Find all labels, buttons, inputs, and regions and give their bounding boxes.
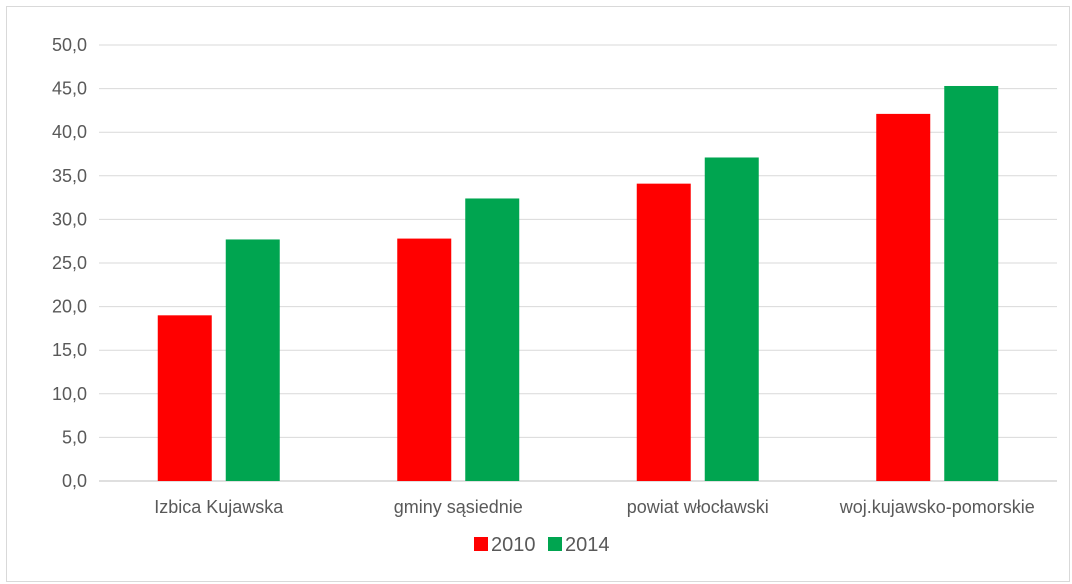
y-tick-label: 10,0 <box>52 384 87 404</box>
legend-swatch-2014 <box>548 537 562 551</box>
bar-2014 <box>704 157 759 481</box>
x-category-label: woj.kujawsko-pomorskie <box>839 497 1035 517</box>
y-tick-label: 40,0 <box>52 122 87 142</box>
bars <box>157 85 999 482</box>
legend-label-2014: 2014 <box>565 534 610 556</box>
legend: 2010 2014 <box>474 534 610 556</box>
x-category-label: gminy sąsiednie <box>394 497 523 517</box>
x-axis-labels: Izbica Kujawska gminy sąsiednie powiat wło… <box>154 497 1035 517</box>
y-tick-label: 35,0 <box>52 166 87 186</box>
chart-frame: 0,0 5,0 10,0 15,0 20,0 25,0 30,0 35,0 40,0 45,0 50… <box>6 6 1070 582</box>
y-tick-label: 5,0 <box>62 427 87 447</box>
bar-2010 <box>636 183 691 481</box>
bar-2014 <box>944 85 999 481</box>
y-tick-label: 25,0 <box>52 253 87 273</box>
y-tick-label: 45,0 <box>52 79 87 99</box>
y-tick-label: 0,0 <box>62 471 87 491</box>
x-category-label: powiat włocławski <box>627 497 769 517</box>
bar-2010 <box>876 113 931 481</box>
y-tick-label: 15,0 <box>52 340 87 360</box>
bar-chart: 0,0 5,0 10,0 15,0 20,0 25,0 30,0 35,0 40,0 45,0 50… <box>52 35 1057 556</box>
bar-2014 <box>465 198 520 482</box>
bar-2010 <box>157 315 212 481</box>
y-tick-label: 30,0 <box>52 209 87 229</box>
bar-2010 <box>397 238 452 481</box>
y-axis-labels: 0,0 5,0 10,0 15,0 20,0 25,0 30,0 35,0 40,0 45,0 50… <box>52 35 87 491</box>
legend-label-2010: 2010 <box>491 534 536 556</box>
y-tick-label: 50,0 <box>52 35 87 55</box>
legend-swatch-2010 <box>474 537 488 551</box>
y-tick-label: 20,0 <box>52 297 87 317</box>
x-category-label: Izbica Kujawska <box>154 497 284 517</box>
bar-2014 <box>225 239 280 481</box>
